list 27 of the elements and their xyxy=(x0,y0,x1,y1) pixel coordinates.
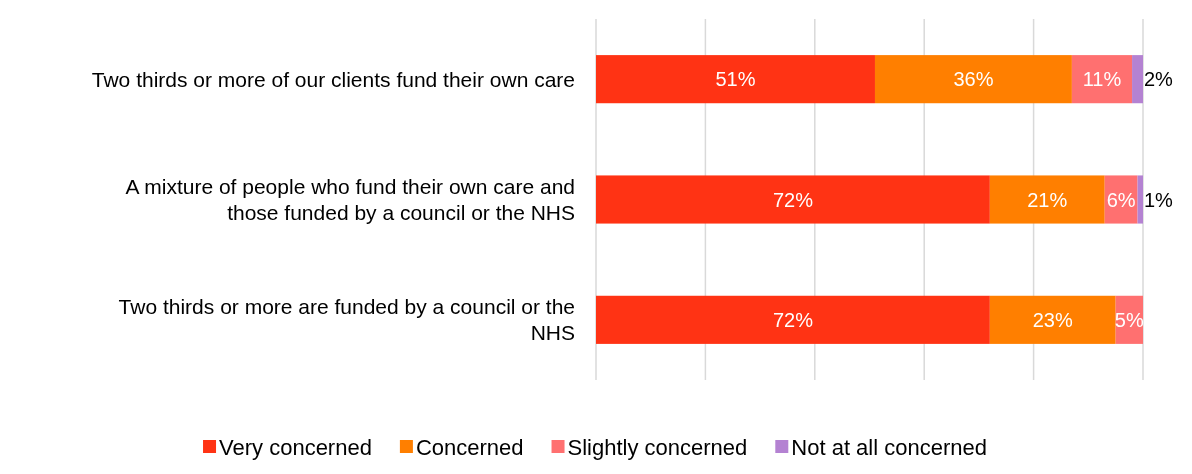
bar xyxy=(989,175,1105,224)
data-label: 72% xyxy=(772,308,814,331)
bar xyxy=(874,55,1072,104)
data-label: 72% xyxy=(772,188,814,211)
bar xyxy=(596,55,875,104)
y-tick-label: Two thirds or more are funded by a council or the NHS xyxy=(118,295,575,345)
bar xyxy=(596,295,990,344)
bar xyxy=(989,295,1116,344)
data-label: 11% xyxy=(1082,68,1122,91)
y-tick-label: Two thirds or more of our clients fund their own care xyxy=(91,67,575,91)
bar xyxy=(1132,55,1143,104)
data-label: 51% xyxy=(715,68,756,91)
legend-label: Very concerned xyxy=(219,434,372,460)
data-label: 2% xyxy=(1144,68,1174,91)
bar xyxy=(596,175,990,224)
bar xyxy=(1071,55,1133,104)
data-label: 5% xyxy=(1114,308,1144,331)
data-label: 23% xyxy=(1032,308,1073,331)
data-label: 21% xyxy=(1027,188,1068,211)
data-label: 1% xyxy=(1144,188,1174,211)
legend-label: Slightly concerned xyxy=(567,434,748,460)
data-label: 6% xyxy=(1106,188,1136,211)
data-label: 36% xyxy=(953,68,994,91)
legend-label: Not at all concerned xyxy=(791,434,987,460)
y-tick-label: A mixture of people who fund their own care and those funded by a council or the NHS xyxy=(125,174,575,224)
bar xyxy=(1137,175,1143,224)
legend-label: Concerned xyxy=(415,434,524,460)
